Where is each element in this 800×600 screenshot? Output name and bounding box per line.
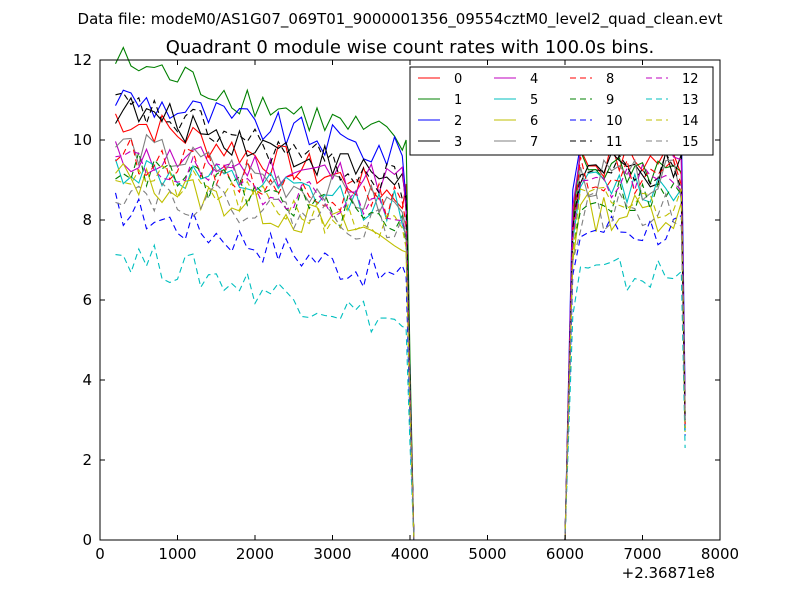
series-layer: [114, 46, 686, 541]
legend-label-10: 10: [606, 114, 623, 129]
series-line-13: [115, 243, 686, 541]
legend-label-12: 12: [682, 72, 699, 87]
legend-label-0: 0: [454, 72, 462, 87]
legend-label-4: 4: [530, 72, 538, 87]
y-tick-label: 8: [82, 211, 92, 229]
x-tick-label: 2000: [236, 545, 274, 563]
series-line-8: [115, 136, 686, 541]
x-tick-label: 8000: [701, 545, 739, 563]
y-tick-label: 6: [82, 291, 92, 309]
y-tick-label: 12: [73, 51, 92, 69]
y-tick-label: 4: [82, 371, 92, 389]
series-line-3: [115, 96, 686, 541]
legend-label-7: 7: [530, 135, 538, 150]
suptitle: Data file: modeM0/AS1G07_069T01_90000013…: [78, 10, 723, 29]
x-tick-label: 6000: [546, 545, 584, 563]
series-line-7: [115, 133, 686, 541]
series-line-15: [115, 182, 686, 541]
x-tick-label: 3000: [313, 545, 351, 563]
legend-label-11: 11: [606, 135, 623, 150]
x-tick-label: 4000: [391, 545, 429, 563]
series-line-11: [115, 92, 686, 541]
y-tick-label: 0: [82, 531, 92, 549]
legend-label-3: 3: [454, 135, 462, 150]
series-line-10: [114, 192, 686, 541]
legend-box: [409, 66, 714, 156]
series-line-5: [114, 159, 686, 541]
x-tick-label: 5000: [468, 545, 506, 563]
series-line-14: [115, 164, 686, 541]
legend-label-15: 15: [682, 135, 699, 150]
legend-label-5: 5: [530, 93, 538, 108]
x-offset-label: +2.36871e8: [622, 564, 715, 582]
x-tick-label: 1000: [158, 545, 196, 563]
legend-label-13: 13: [682, 93, 699, 108]
series-line-1: [115, 46, 686, 541]
legend-label-8: 8: [606, 72, 614, 87]
ticks-layer: 0 1000 2000 3000 4000 5000 6000 7000 80000246810…: [73, 51, 739, 563]
legend-label-14: 14: [682, 114, 699, 129]
y-tick-label: 10: [73, 131, 92, 149]
series-line-12: [115, 150, 686, 541]
chart-title: Quadrant 0 module wise count rates with …: [166, 37, 655, 58]
y-tick-label: 2: [82, 451, 92, 469]
legend-label-9: 9: [606, 93, 614, 108]
x-tick-label: 7000: [623, 545, 661, 563]
legend-label-6: 6: [530, 114, 538, 129]
x-tick-label: 0: [95, 545, 105, 563]
legend-label-2: 2: [454, 114, 462, 129]
legend-label-1: 1: [454, 93, 462, 108]
